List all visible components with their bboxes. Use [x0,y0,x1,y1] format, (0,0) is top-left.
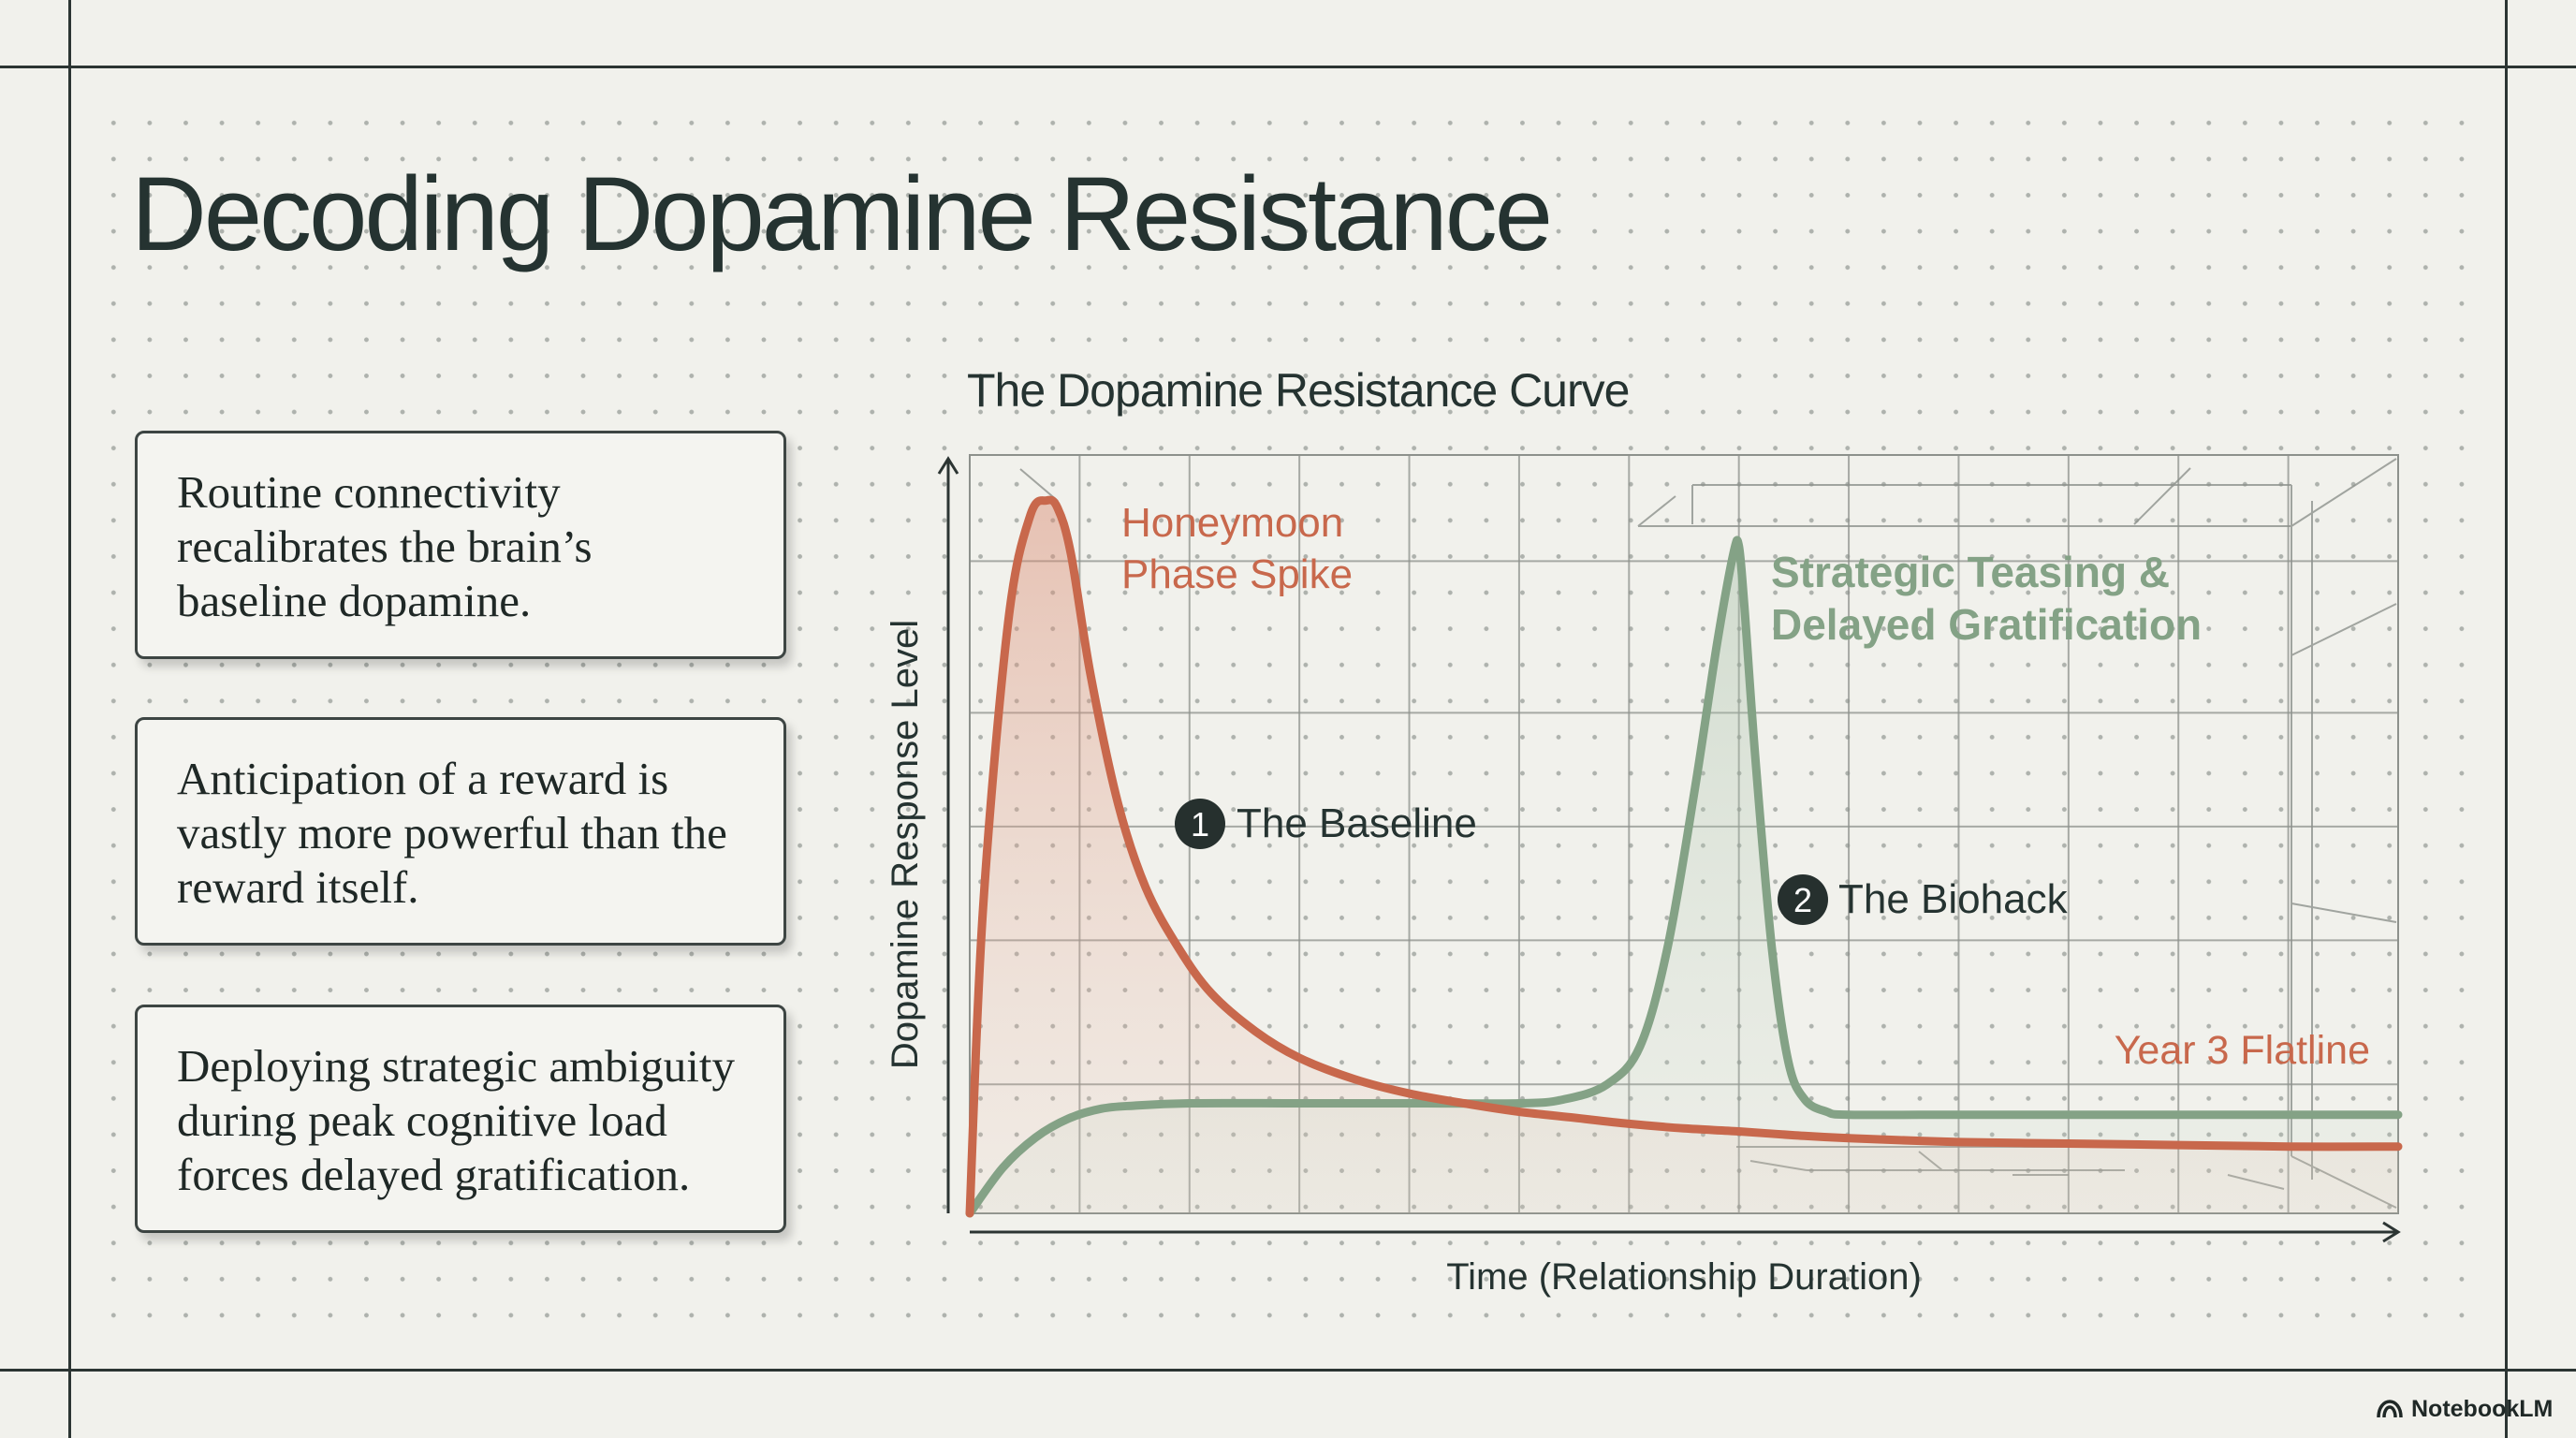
perspective-line [1019,468,1059,502]
insight-card-2: Anticipation of a reward is vastly more … [135,717,786,946]
insight-card-text: Routine connectivity recalibrates the br… [177,466,593,626]
y-axis-arrow [937,456,959,475]
marker-2-number: 2 [1793,881,1812,919]
annotation-year-3-flatline: Year 3 Flatline [2115,1028,2370,1073]
insight-card-1: Routine connectivity recalibrates the br… [135,431,786,659]
annotation-line: Delayed Gratification [1771,600,2202,649]
frame-line-right [2505,0,2508,1438]
brand: NotebookLM [2376,1395,2553,1423]
annotation-line: Strategic Teasing & [1771,548,2170,596]
x-axis-label: Time (Relationship Duration) [1446,1256,1922,1298]
series-line-honeymoon [965,495,2403,1218]
annotation-line: Phase Spike [1121,551,1353,597]
annotation-the-baseline: 1 The Baseline [1175,799,1477,849]
annotation-honeymoon-phase-spike: Honeymoon Phase Spike [1121,500,1355,597]
frame-line-top [0,66,2576,68]
annotations: Honeymoon Phase Spike Strategic Teasing … [1121,500,2370,1073]
x-axis-arrow [2382,1221,2401,1243]
annotation-line: Honeymoon [1121,500,1343,546]
perspective-line [2133,467,2191,525]
insight-card-3: Deploying strategic ambiguity during pea… [135,1005,786,1233]
brand-label: NotebookLM [2411,1395,2554,1422]
perspective-line [2291,458,2397,527]
perspective-line [2291,603,2397,656]
notebooklm-logo-icon [2377,1400,2403,1418]
page-title: Decoding Dopamine Resistance [131,155,1553,272]
chart-axes [937,456,2401,1243]
frame-line-bottom [0,1369,2576,1372]
series-line-biohack [965,536,2403,1218]
insight-card-text: Anticipation of a reward is vastly more … [177,753,727,913]
chart-series [965,495,2403,1218]
annotation-strategic-teasing: Strategic Teasing & Delayed Gratificatio… [1771,548,2202,649]
frame-line-left [68,0,71,1438]
marker-1-badge [1175,799,1225,849]
marker-2-badge [1778,874,1828,925]
annotation-the-biohack: 2 The Biohack [1778,874,2069,925]
marker-1-number: 1 [1191,805,1209,844]
insight-card-text: Deploying strategic ambiguity during pea… [177,1040,736,1200]
perspective-line [2291,902,2397,923]
perspective-line [1637,495,1676,527]
chart-title: The Dopamine Resistance Curve [967,364,1629,417]
y-axis-label: Dopamine Response Level [885,620,926,1069]
marker-1-label: The Baseline [1237,800,1477,846]
marker-2-label: The Biohack [1838,876,2069,922]
